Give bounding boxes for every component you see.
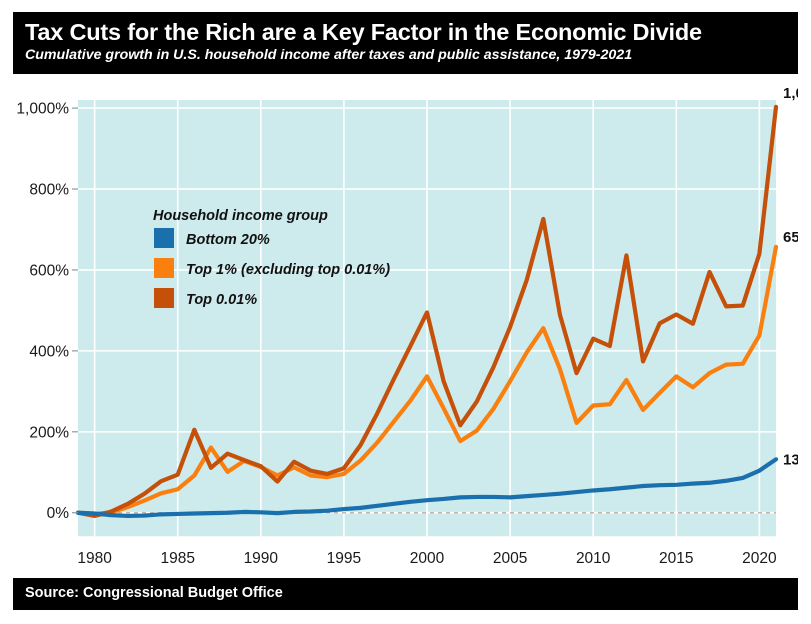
legend-swatch [154,258,174,278]
y-axis-tick-label: 1,000% [16,101,69,118]
series-line [75,244,779,517]
y-axis-tick-label: 200% [29,424,69,441]
x-axis-tick-label: 1990 [244,550,279,567]
legend-swatch [154,228,174,248]
chart-header: Tax Cuts for the Rich are a Key Factor i… [13,12,798,74]
legend-item-label: Top 1% (excluding top 0.01%) [186,262,390,278]
y-axis-tick-label: 600% [29,262,69,279]
series-end-label: 132% [783,451,798,468]
series-line [75,457,779,519]
x-axis-tick-label: 2000 [410,550,445,567]
series-end-label: 1,003% [783,85,798,102]
line-chart: 0% 200% 400% 600% 800% 1,000% 1980 1985 1990 199… [16,85,798,567]
y-axis-tick-label: 400% [29,343,69,360]
chart-footer: Source: Congressional Budget Office [13,578,798,610]
y-axis-tick-label: 0% [47,505,70,522]
legend-swatch [154,288,174,308]
x-axis-tick-label: 1995 [327,550,361,567]
x-axis-tick-label: 1980 [77,550,112,567]
x-axis-tick-label: 2005 [493,550,527,567]
legend-title: Household income group [153,208,328,224]
data-series [75,104,779,519]
chart-subtitle: Cumulative growth in U.S. household inco… [25,47,633,63]
page-title: Tax Cuts for the Rich are a Key Factor i… [25,19,702,45]
series-end-labels: 132% 657% 1,003% [783,85,798,468]
chart-plot-area: 0% 200% 400% 600% 800% 1,000% 1980 1985 1990 199… [13,80,798,572]
legend-item-label: Top 0.01% [186,292,257,308]
legend-item-label: Bottom 20% [186,232,270,248]
source-note: Source: Congressional Budget Office [25,585,283,601]
x-axis-labels: 1980 1985 1990 1995 2000 2005 2010 2015 2020 [77,550,777,567]
chart-legend: Household income group Bottom 20% Top 1% (… [153,208,390,308]
x-axis-tick-label: 2020 [742,550,777,567]
series-end-label: 657% [783,229,798,246]
y-axis-labels: 0% 200% 400% 600% 800% 1,000% [16,101,78,522]
x-axis-tick-label: 1985 [160,550,194,567]
series-line [75,104,779,519]
y-axis-tick-label: 800% [29,182,69,199]
x-axis-tick-label: 2015 [659,550,693,567]
x-axis-tick-label: 2010 [576,550,611,567]
